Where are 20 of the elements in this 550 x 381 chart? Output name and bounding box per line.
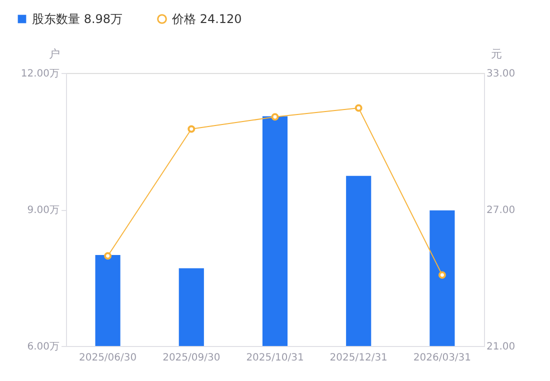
- x-tick-label: 2025/10/31: [246, 352, 304, 364]
- x-tick-label: 2026/03/31: [413, 352, 472, 364]
- y-tick-label: 12.00万: [20, 68, 60, 80]
- point: [354, 104, 362, 112]
- point: [188, 125, 196, 133]
- y2-tick-label: 27.00: [486, 205, 516, 216]
- x-tick-label: 2025/12/31: [330, 352, 388, 364]
- y-axis-title: 户: [49, 48, 60, 60]
- y-tick-label: 6.00万: [27, 342, 60, 352]
- y2-axis-title: 元: [491, 48, 502, 60]
- x-tick-label: 2025/06/30: [78, 352, 137, 364]
- point: [104, 252, 112, 260]
- point: [438, 271, 446, 279]
- y2-tick-label: 21.00: [486, 342, 516, 352]
- x-tick-label: 2025/09/30: [162, 352, 220, 364]
- legend-label: 价格 24.120: [171, 12, 242, 26]
- y-tick-label: 9.00万: [27, 205, 60, 216]
- legend-label: 股东数量 8.98万: [32, 12, 123, 26]
- point: [271, 113, 279, 121]
- y2-tick-label: 33.00: [486, 68, 516, 80]
